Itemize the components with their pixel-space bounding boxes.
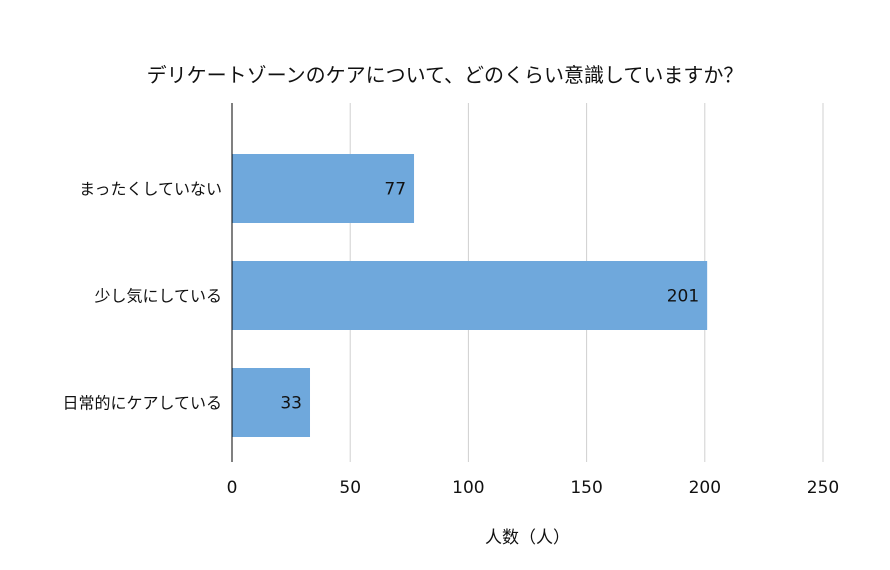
bar-1 [232, 154, 415, 223]
category-label: 少し気にしている [94, 287, 222, 306]
bar-value-label: 77 [384, 180, 406, 200]
bar-2 [232, 261, 708, 330]
bar-value-label: 33 [280, 394, 302, 414]
x-tick-label: 200 [689, 478, 721, 498]
bars: 77 201 33 [232, 154, 708, 437]
axes: 0 50 100 150 200 250 まったくしていない少し気にしている日常的にケアして… [62, 103, 839, 498]
x-tick-label: 150 [570, 478, 602, 498]
bar-value-label: 201 [667, 287, 699, 307]
category-label: まったくしていない [79, 180, 222, 199]
x-tick-label: 0 [227, 478, 238, 498]
bar-3 [232, 368, 311, 437]
chart-title: デリケートゾーンのケアについて、どのくらい意識していますか？ [147, 63, 744, 87]
x-axis-title: 人数（人） [485, 528, 570, 548]
x-tick-label: 250 [807, 478, 839, 498]
category-label: 日常的にケアしている [62, 394, 222, 413]
x-tick-label: 50 [339, 478, 361, 498]
x-tick-label: 100 [452, 478, 484, 498]
